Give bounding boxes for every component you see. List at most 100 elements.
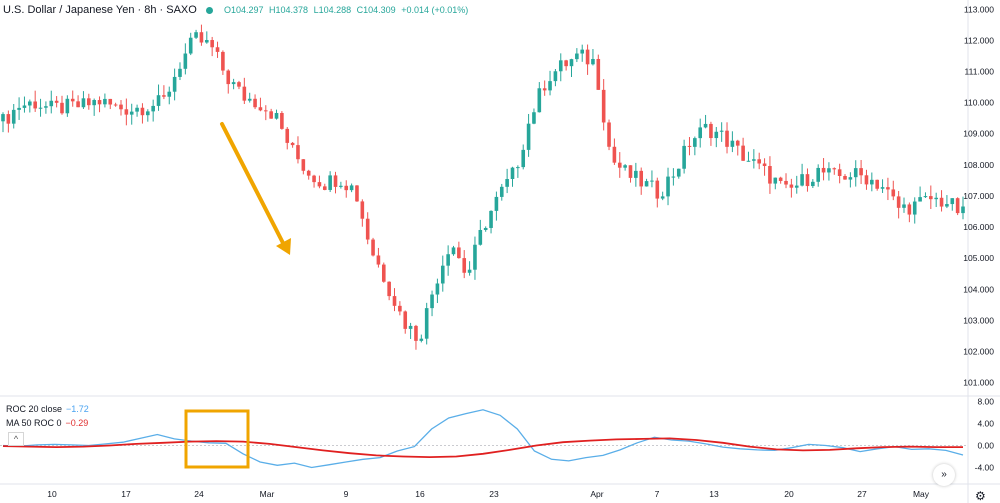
candle-body bbox=[853, 168, 858, 178]
candle-body bbox=[124, 109, 129, 115]
candle-body bbox=[263, 110, 268, 112]
time-tick-label: Mar bbox=[260, 489, 275, 499]
roc-series-line bbox=[2, 409, 964, 469]
ohlc-change: +0.014 (+0.01%) bbox=[401, 5, 469, 15]
candle-body bbox=[558, 60, 563, 72]
roc-tick-label: 4.00 bbox=[977, 419, 994, 429]
candle-body bbox=[1, 114, 5, 122]
candle-body bbox=[811, 181, 815, 187]
candle-body bbox=[188, 37, 193, 54]
candle-body bbox=[516, 167, 520, 169]
candle-body bbox=[907, 204, 912, 215]
candle-body bbox=[387, 281, 391, 297]
candle-body bbox=[585, 49, 590, 65]
candle-body bbox=[859, 168, 863, 176]
scroll-to-realtime-button[interactable]: » bbox=[933, 464, 955, 486]
candle-body bbox=[204, 40, 209, 43]
candle-body bbox=[719, 130, 724, 132]
candle-body bbox=[194, 32, 198, 38]
candle-body bbox=[644, 181, 649, 187]
price-tick-label: 107.000 bbox=[963, 191, 994, 201]
roc-legend[interactable]: ROC 20 close −1.72 bbox=[6, 404, 89, 414]
candle-body bbox=[242, 86, 247, 101]
candle-body bbox=[693, 138, 697, 147]
candle-body bbox=[365, 218, 370, 240]
candle-body bbox=[221, 51, 225, 71]
candle-body bbox=[489, 210, 493, 228]
candle-body bbox=[945, 204, 949, 207]
candle-body bbox=[510, 167, 515, 179]
time-tick-label: 27 bbox=[857, 489, 867, 499]
candle-body bbox=[215, 47, 220, 52]
candle-body bbox=[33, 101, 37, 109]
candle-body bbox=[666, 176, 670, 197]
candle-body bbox=[564, 60, 568, 67]
ohlc-high: H104.378 bbox=[269, 5, 309, 15]
candle-body bbox=[253, 98, 257, 108]
price-tick-label: 103.000 bbox=[963, 315, 994, 325]
price-tick-label: 113.000 bbox=[964, 4, 994, 14]
candle-body bbox=[478, 229, 483, 245]
price-tick-label: 102.000 bbox=[963, 346, 994, 356]
candle-body bbox=[119, 104, 123, 110]
candle-body bbox=[360, 201, 365, 219]
candle-body bbox=[537, 88, 542, 113]
price-tick-label: 105.000 bbox=[963, 253, 994, 263]
candle-body bbox=[129, 111, 134, 115]
roc-legend-label: ROC 20 close bbox=[6, 404, 63, 414]
candle-body bbox=[113, 104, 118, 106]
price-tick-label: 106.000 bbox=[963, 222, 994, 232]
roc-legend-value: −1.72 bbox=[66, 404, 89, 414]
candle-body bbox=[880, 187, 885, 189]
candle-body bbox=[617, 162, 622, 168]
candle-body bbox=[414, 325, 418, 341]
candle-body bbox=[532, 112, 536, 124]
ma-legend[interactable]: MA 50 ROC 0 −0.29 bbox=[6, 418, 88, 428]
candle-body bbox=[140, 107, 145, 116]
candle-body bbox=[199, 32, 204, 43]
candle-body bbox=[151, 105, 155, 112]
candle-body bbox=[929, 196, 933, 200]
candle-body bbox=[784, 180, 788, 185]
candle-body bbox=[392, 296, 397, 306]
candle-body bbox=[446, 254, 450, 266]
candle-body bbox=[424, 308, 429, 339]
candle-body bbox=[703, 123, 708, 128]
chart-header: U.S. Dollar / Japanese Yen · 8h · SAXO O… bbox=[3, 4, 471, 16]
candle-body bbox=[843, 175, 847, 180]
candle-body bbox=[934, 197, 938, 200]
candle-body bbox=[408, 325, 413, 329]
candle-body bbox=[896, 196, 901, 208]
settings-gear-icon[interactable]: ⚙ bbox=[975, 489, 986, 503]
price-tick-label: 112.000 bbox=[964, 35, 994, 45]
candle-body bbox=[237, 82, 241, 87]
candle-body bbox=[312, 175, 316, 183]
candle-body bbox=[698, 127, 703, 139]
candle-body bbox=[97, 100, 102, 105]
candle-body bbox=[44, 106, 48, 108]
candle-body bbox=[183, 53, 188, 69]
candle-body bbox=[870, 179, 874, 185]
candle-body bbox=[741, 145, 745, 161]
candle-body bbox=[398, 305, 402, 312]
symbol-title: U.S. Dollar / Japanese Yen · 8h · SAXO bbox=[3, 4, 197, 16]
candle-body bbox=[54, 100, 59, 103]
candle-body bbox=[607, 122, 611, 147]
collapse-legend-button[interactable]: ^ bbox=[8, 432, 24, 446]
candle-body bbox=[296, 145, 300, 160]
candle-body bbox=[886, 187, 890, 190]
candle-body bbox=[430, 294, 434, 309]
time-tick-label: 13 bbox=[709, 489, 719, 499]
candle-body bbox=[660, 196, 665, 199]
candle-body bbox=[103, 98, 107, 105]
candle-body bbox=[612, 146, 617, 163]
candle-body bbox=[108, 98, 113, 105]
candle-body bbox=[328, 175, 332, 190]
candle-body bbox=[752, 159, 756, 161]
candle-body bbox=[231, 82, 236, 85]
time-tick-label: 24 bbox=[194, 489, 204, 499]
price-tick-label: 104.000 bbox=[963, 284, 994, 294]
price-tick-label: 110.000 bbox=[964, 98, 994, 108]
time-tick-label: 7 bbox=[655, 489, 660, 499]
